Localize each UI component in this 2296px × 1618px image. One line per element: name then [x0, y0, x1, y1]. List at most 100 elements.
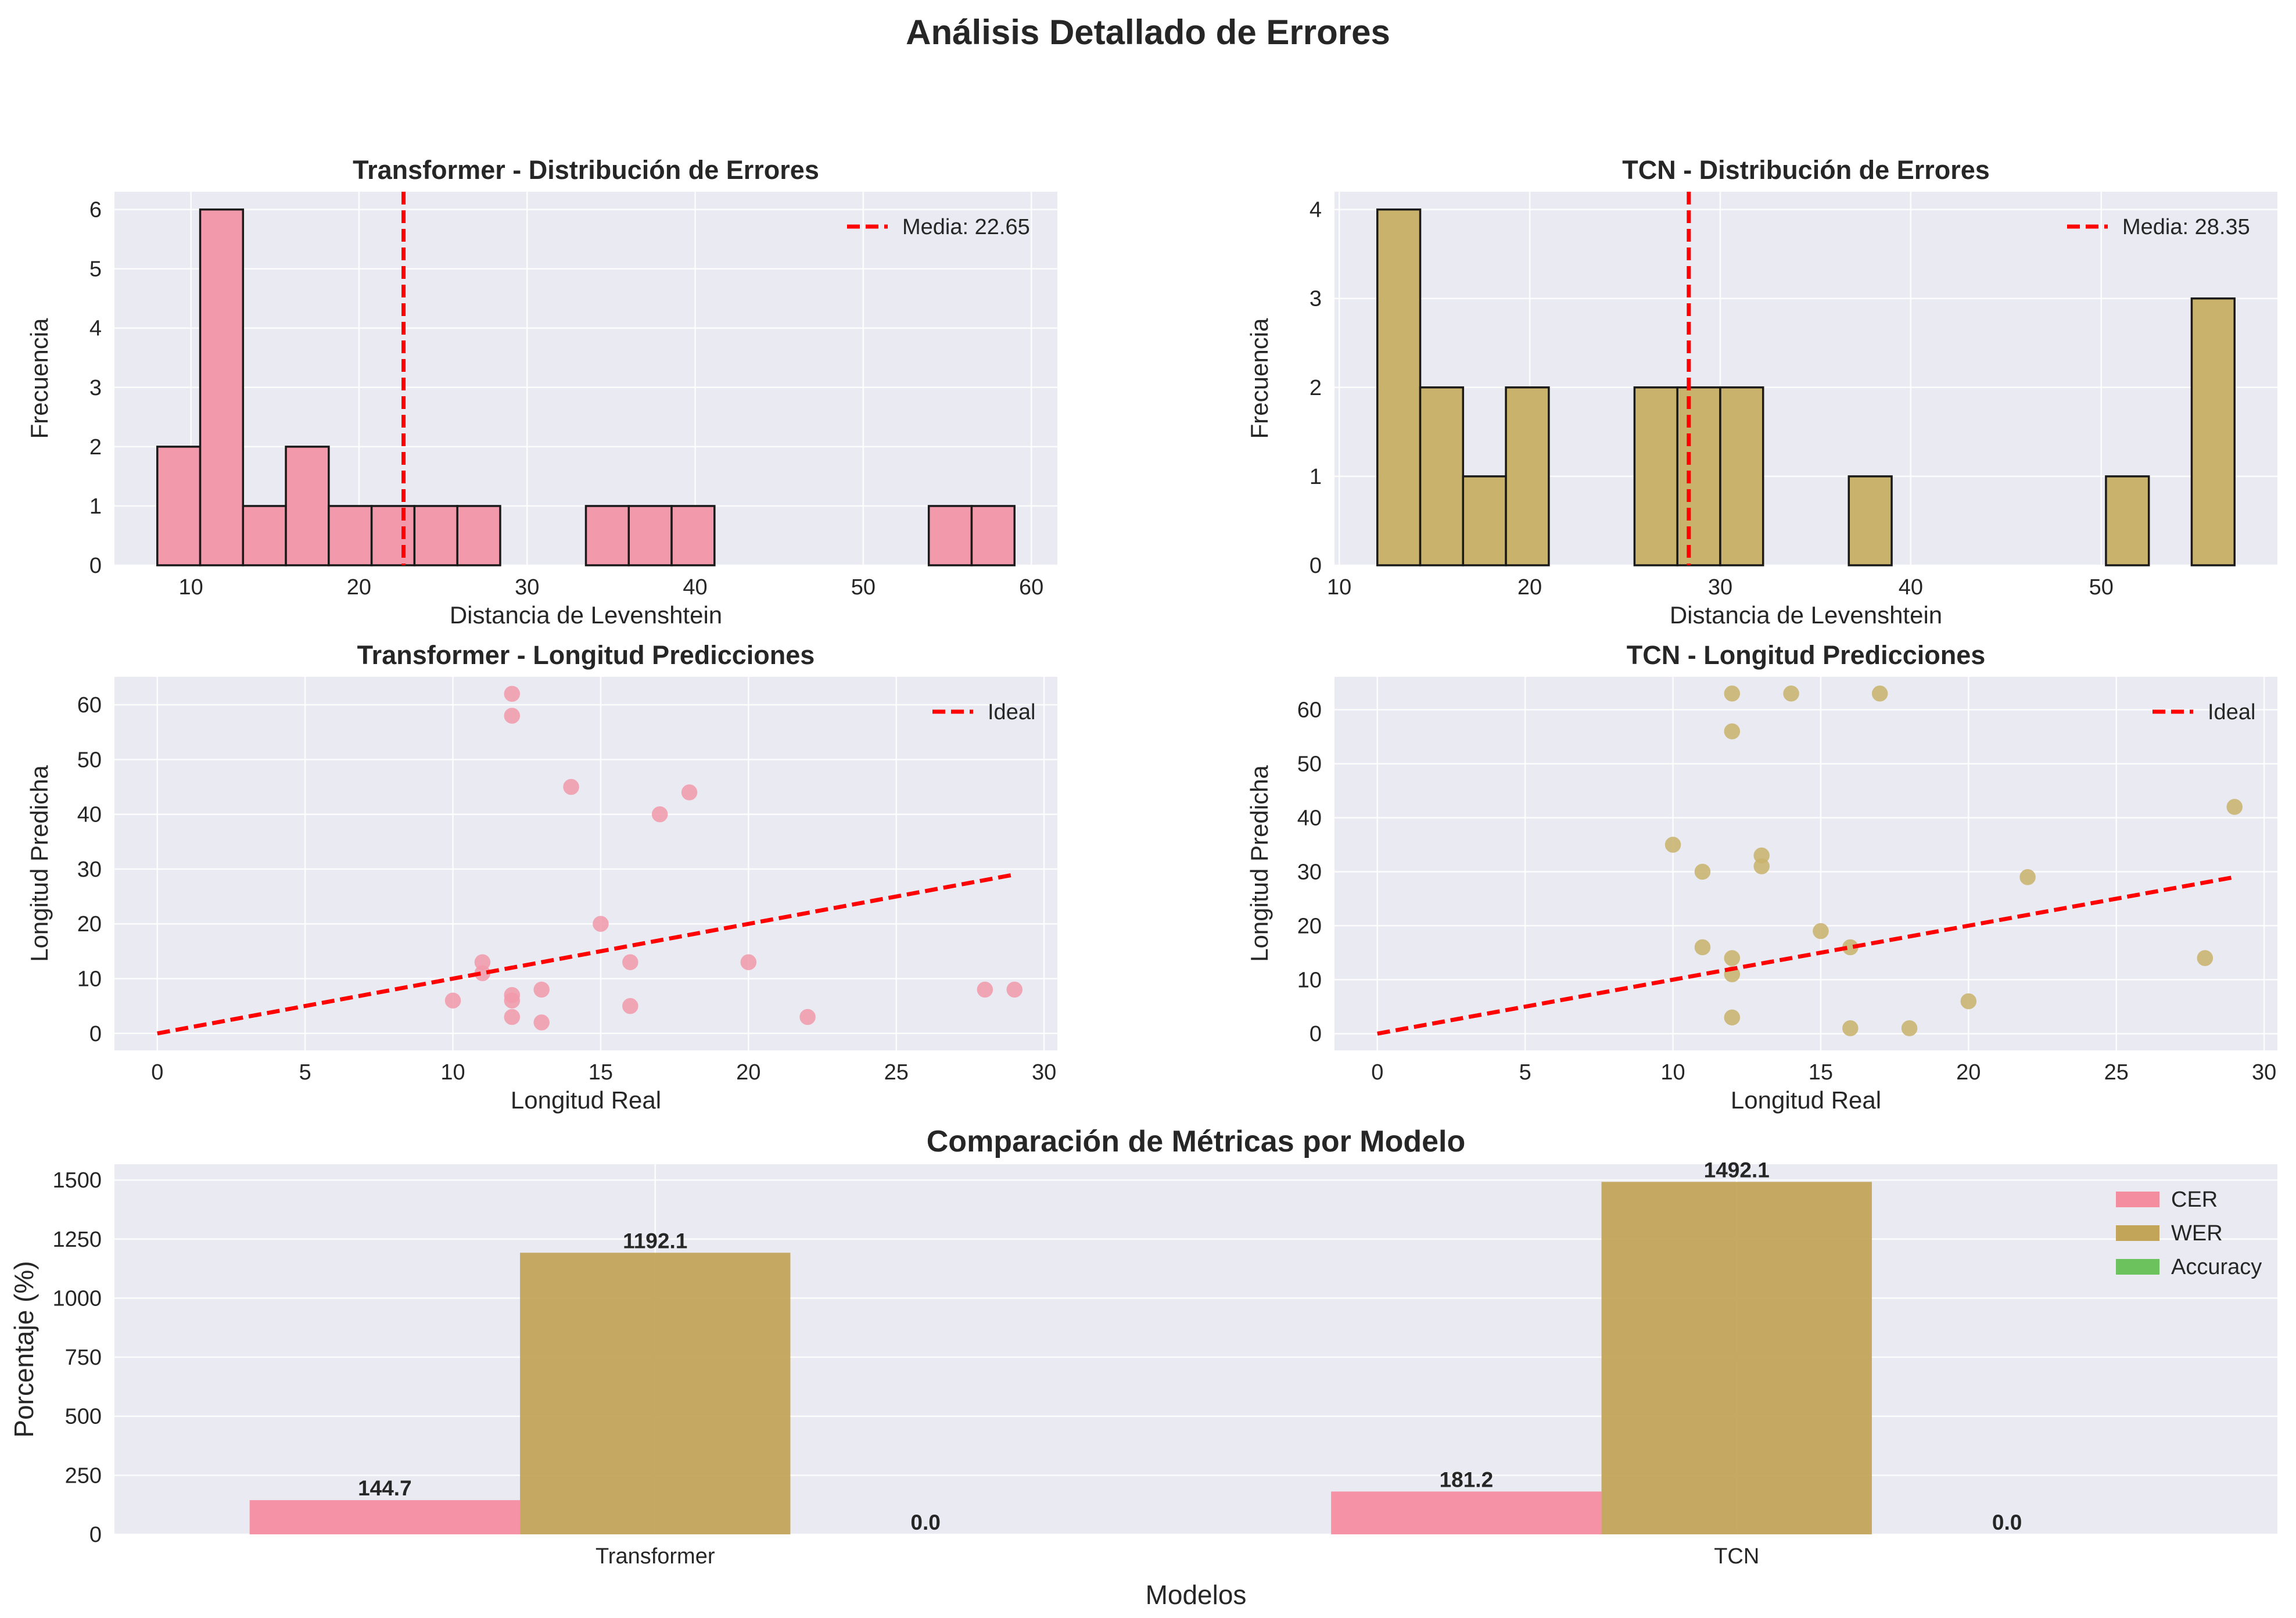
x-tick-label: 5: [1519, 1060, 1531, 1085]
y-tick-label: 750: [65, 1346, 102, 1370]
bar-value-label: 0.0: [1992, 1511, 2022, 1534]
y-tick-label: 3: [89, 376, 102, 400]
scatter-point: [1724, 686, 1741, 702]
y-axis-label: Porcentaje (%): [9, 1261, 39, 1437]
chart-title: Transformer - Distribución de Errores: [353, 155, 819, 185]
y-tick-label: 3: [1310, 287, 1322, 311]
y-tick-label: 1: [1310, 465, 1322, 489]
metric-bar: [1331, 1491, 1602, 1534]
scatter-panel: 0 10 20 30 40 50 60 0 5 10 15 20 25 30 Transformer - L…: [26, 640, 1057, 1114]
histogram-bar: [1676, 386, 1721, 566]
x-tick-label: 40: [683, 575, 707, 600]
histogram-bar: [370, 505, 416, 566]
bar-value-label: 0.0: [910, 1511, 940, 1534]
x-tick-label: 5: [299, 1060, 311, 1085]
histogram-bar: [1633, 386, 1678, 566]
x-axis-label: Distancia de Levenshtein: [1670, 601, 1942, 629]
scatter-point: [2019, 869, 2036, 885]
scatter-point: [622, 998, 638, 1014]
histogram-panel: 0 1 2 3 4 5 6 10 20 30 40 50 60 Transformer - Distrib…: [26, 155, 1057, 629]
scatter-point: [533, 1014, 550, 1031]
histogram-bar: [199, 208, 245, 566]
plot-background: [114, 1164, 2277, 1534]
y-tick-label: 1250: [52, 1228, 102, 1252]
y-tick-label: 2: [89, 435, 102, 460]
scatter-point: [444, 992, 461, 1009]
histogram-bar: [627, 505, 673, 566]
scatter-point: [2226, 799, 2243, 815]
scatter-point: [1724, 1009, 1741, 1026]
histogram-bar: [2105, 475, 2150, 566]
y-tick-label: 0: [89, 554, 102, 578]
scatter-point: [799, 1009, 816, 1025]
histogram-bar: [1847, 475, 1893, 566]
legend-label: Media: 22.65: [902, 215, 1030, 239]
x-tick-label: 30: [1708, 575, 1732, 600]
x-tick-label: TCN: [1714, 1544, 1759, 1569]
scatter-point: [1724, 950, 1741, 966]
x-tick-label: 30: [1032, 1060, 1056, 1085]
x-tick-label: 40: [1899, 575, 1923, 600]
y-tick-label: 4: [1310, 198, 1322, 223]
histogram-bar: [1462, 475, 1507, 566]
x-tick-label: 20: [736, 1060, 760, 1085]
x-tick-label: 10: [440, 1060, 465, 1085]
scatter-point: [1871, 686, 1888, 702]
y-axis-label: Longitud Predicha: [1246, 765, 1273, 962]
histogram-bar: [156, 446, 202, 566]
y-tick-label: 6: [89, 198, 102, 223]
histogram-bar: [2190, 297, 2236, 566]
histogram-bar: [670, 505, 716, 566]
x-tick-label: 20: [1956, 1060, 1981, 1085]
chart-title: TCN - Longitud Predicciones: [1627, 640, 1986, 670]
legend-label: Ideal: [2208, 700, 2255, 724]
scatter-point: [593, 916, 609, 932]
histogram-bar: [1419, 386, 1465, 566]
x-tick-label: 10: [178, 575, 203, 600]
legend-color-swatch: [2116, 1259, 2159, 1275]
scatter-point: [2197, 950, 2214, 966]
x-tick-label: 30: [515, 575, 539, 600]
histogram-bar: [456, 505, 501, 566]
x-tick-label: 50: [2089, 575, 2114, 600]
y-tick-label: 1: [89, 494, 102, 519]
legend-label: WER: [2171, 1221, 2223, 1246]
ideal-line: [157, 872, 1015, 1036]
y-tick-label: 20: [1297, 914, 1322, 938]
metric-bar: [520, 1253, 791, 1534]
y-tick-label: 20: [77, 912, 102, 937]
scatter-point: [1006, 981, 1023, 998]
scatter-point: [1783, 686, 1799, 702]
y-tick-label: 60: [77, 693, 102, 717]
y-tick-label: 40: [77, 803, 102, 827]
x-tick-label: 30: [2252, 1060, 2276, 1085]
y-tick-label: 30: [1297, 860, 1322, 884]
x-tick-label: 0: [1371, 1060, 1383, 1085]
bar-value-label: 1192.1: [623, 1229, 687, 1253]
y-tick-label: 0: [1310, 1022, 1322, 1046]
x-tick-label: 25: [2104, 1060, 2129, 1085]
y-tick-label: 2: [1310, 376, 1322, 400]
scatter-point: [563, 778, 579, 795]
legend-label: Ideal: [988, 700, 1035, 724]
chart-title: TCN - Distribución de Errores: [1622, 155, 1990, 185]
x-tick-label: 60: [1019, 575, 1043, 600]
plot-background: [1334, 677, 2277, 1050]
y-tick-label: 5: [89, 257, 102, 282]
scatter-point: [1724, 723, 1741, 740]
y-axis-label: Frecuencia: [26, 318, 53, 439]
scatter-point: [1694, 939, 1711, 956]
y-axis-label: Longitud Predicha: [26, 765, 53, 962]
scatter-point: [1842, 1020, 1859, 1036]
x-tick-label: Transformer: [595, 1544, 715, 1569]
y-tick-label: 10: [77, 967, 102, 991]
y-tick-label: 4: [89, 317, 102, 341]
scatter-point: [651, 806, 668, 823]
scatter-point: [1664, 837, 1681, 853]
scatter-point: [622, 954, 638, 970]
legend-label: CER: [2171, 1188, 2218, 1212]
x-axis-label: Modelos: [1146, 1580, 1247, 1610]
x-axis-label: Longitud Real: [511, 1086, 661, 1114]
histogram-bar: [1505, 386, 1550, 566]
